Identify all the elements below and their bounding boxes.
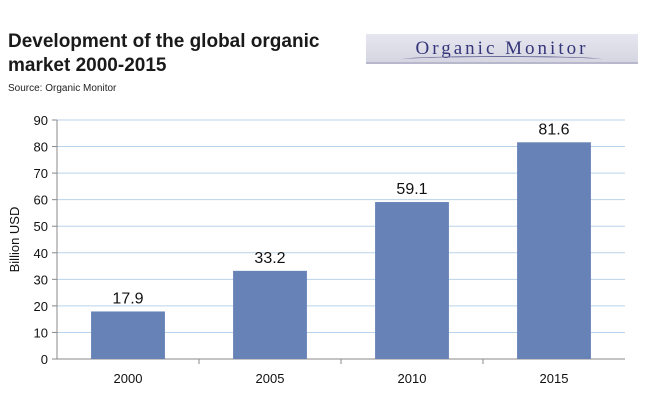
- y-tick-label-10: 10: [34, 325, 48, 340]
- chart-source: Source: Organic Monitor: [8, 83, 117, 94]
- y-tick-label-0: 0: [41, 352, 48, 367]
- y-tick-label-30: 30: [34, 272, 48, 287]
- chart-title: Development of the global organic market…: [8, 31, 320, 76]
- y-axis-title: Billion USD: [7, 207, 22, 273]
- bar-2010: [375, 202, 449, 359]
- y-tick-label-70: 70: [34, 166, 48, 181]
- logo-text: Organic Monitor: [415, 38, 589, 59]
- data-label-2000: 17.9: [112, 290, 143, 307]
- data-label-2015: 81.6: [538, 121, 569, 138]
- y-tick-label-40: 40: [34, 246, 48, 261]
- bar-2005: [233, 270, 307, 359]
- x-tick-label-2015: 2015: [540, 371, 569, 386]
- logo-swoosh-icon: [402, 56, 602, 63]
- y-tick-label-20: 20: [34, 299, 48, 314]
- data-label-2010: 59.1: [396, 181, 427, 198]
- y-tick-label-90: 90: [34, 113, 48, 128]
- x-tick-label-2010: 2010: [398, 371, 427, 386]
- y-tick-label-80: 80: [34, 140, 48, 155]
- y-tick-label-50: 50: [34, 219, 48, 234]
- bar-2000: [91, 311, 165, 359]
- bar-2015: [517, 142, 591, 359]
- x-tick-label-2005: 2005: [256, 371, 285, 386]
- x-tick-label-2000: 2000: [114, 371, 143, 386]
- y-tick-label-60: 60: [34, 193, 48, 208]
- organic-monitor-logo: Organic Monitor: [366, 34, 638, 64]
- data-label-2005: 33.2: [254, 250, 285, 267]
